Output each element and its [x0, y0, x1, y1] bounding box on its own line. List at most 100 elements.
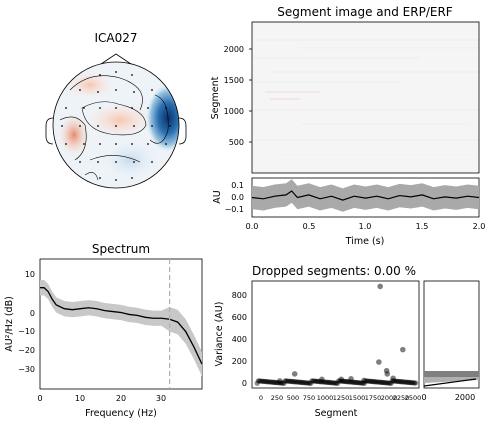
drop-xtick-label: 2250 — [393, 394, 410, 402]
segment-image-yticks: 500 1000 1500 2000 — [224, 45, 252, 147]
scatter-point — [323, 379, 329, 385]
spec-ytick-label: 10 — [25, 270, 35, 279]
dropped-title: Dropped segments: 0.00 % — [252, 264, 416, 278]
scatter-point — [366, 378, 372, 384]
scatter-point — [376, 379, 383, 385]
drop-ytick-label: 0 — [242, 379, 247, 388]
scatter-point — [296, 379, 302, 385]
scatter-point — [258, 378, 264, 384]
scatter-point — [411, 380, 418, 386]
spectrum-yticks: 10 0 −10 −20 −30 — [18, 270, 35, 374]
scatter-point — [313, 378, 320, 384]
erp-xtick-label: 0.0 — [246, 222, 259, 231]
scatter-point — [331, 380, 337, 386]
erp-xtick-label: 0.5 — [303, 222, 316, 231]
spectrum-title: Spectrum — [92, 242, 150, 256]
scatter-outlier — [384, 371, 391, 377]
erp-ytick-label: 0.1 — [231, 181, 244, 190]
segment-image-plot — [251, 21, 480, 174]
drop-xtick-label: 2000 — [381, 394, 398, 402]
histogram-kde — [423, 378, 477, 387]
histogram-xticks: 0 2000 — [421, 393, 475, 402]
scatter-point — [263, 379, 270, 385]
scatter-point — [287, 378, 293, 384]
scatter-point — [284, 378, 291, 384]
histogram-bar — [424, 371, 479, 377]
scatter-point — [388, 380, 394, 386]
scatter-point — [386, 380, 392, 386]
scatter-point — [401, 379, 407, 385]
scatter-outlier — [390, 375, 396, 382]
scatter-point — [397, 379, 404, 385]
spectrum-marks — [40, 259, 203, 389]
scatter-point — [286, 378, 292, 384]
scatter-point — [353, 379, 359, 386]
scatter-outlier — [348, 376, 354, 382]
scatter-point — [302, 380, 308, 386]
erp-ytick-label: 0.0 — [231, 193, 244, 202]
drop-ytick-label: 200 — [232, 357, 247, 366]
erp-yticks: 0.1 0.0 −0.1 — [225, 181, 244, 214]
histogram-fill — [424, 377, 479, 383]
scatter-point — [354, 379, 360, 386]
spectrum-ylabel: AU²/Hz (dB) — [4, 296, 15, 352]
scatter-point — [334, 380, 341, 386]
spec-xtick-label: 20 — [116, 394, 126, 403]
seg-ytick-label: 1000 — [224, 107, 244, 116]
scatter-point — [413, 380, 419, 386]
spec-ytick-label: −10 — [18, 327, 35, 336]
scatter-point — [256, 378, 263, 384]
scatter-point — [325, 379, 331, 385]
scatter-point — [382, 380, 388, 386]
topomap-head — [45, 53, 187, 189]
scatter-point — [329, 380, 335, 386]
scatter-point — [400, 379, 406, 385]
scatter-point — [293, 379, 299, 385]
scatter-point — [381, 379, 387, 386]
scatter-point — [282, 378, 288, 384]
scatter-point — [327, 379, 334, 386]
scatter-point — [330, 380, 336, 386]
scatter-point — [408, 379, 414, 386]
spectrum-mean-line — [40, 287, 203, 365]
seg-ytick-label: 2000 — [224, 45, 244, 54]
scatter-outlier — [338, 376, 345, 383]
scatter-point — [294, 379, 300, 385]
scatter-point — [409, 380, 415, 386]
scatter-point — [324, 379, 330, 385]
spec-ytick-label: 0 — [30, 309, 35, 318]
scatter-point — [262, 378, 268, 385]
scatter-point — [265, 379, 271, 385]
scatter-point — [297, 379, 303, 385]
seg-ytick-label: 1500 — [224, 76, 244, 85]
scatter-point — [396, 378, 402, 385]
scatter-point — [406, 379, 412, 385]
erp-plot — [251, 177, 480, 218]
drop-xtick-label: 500 — [287, 394, 299, 402]
scatter-point — [259, 378, 265, 384]
drop-xtick-label: 2500 — [405, 394, 422, 402]
scatter-point — [332, 380, 338, 386]
scatter-point — [260, 378, 266, 384]
scatter-point — [272, 379, 278, 385]
scatter-point — [283, 378, 289, 384]
hist-xtick-label: 2000 — [455, 393, 475, 402]
scatter-point — [404, 379, 411, 385]
drop-ytick-label: 600 — [232, 313, 247, 322]
scatter-point — [301, 379, 307, 386]
scatter-point — [399, 379, 405, 385]
scatter-point — [310, 378, 316, 384]
dropped-ylabel: Variance (AU) — [214, 302, 225, 367]
scatter-point — [295, 379, 301, 385]
scatter-point — [344, 379, 350, 385]
erp-ci-band — [252, 179, 479, 212]
scatter-point — [372, 379, 378, 385]
scatter-point — [326, 379, 333, 386]
drop-ytick-label: 400 — [232, 335, 247, 344]
scatter-point — [255, 378, 261, 384]
erp-ytick-label: −0.1 — [225, 205, 244, 214]
scatter-point — [394, 378, 400, 384]
scatter-point — [380, 379, 386, 386]
scatter-point — [357, 380, 363, 386]
scatter-point — [375, 379, 381, 385]
